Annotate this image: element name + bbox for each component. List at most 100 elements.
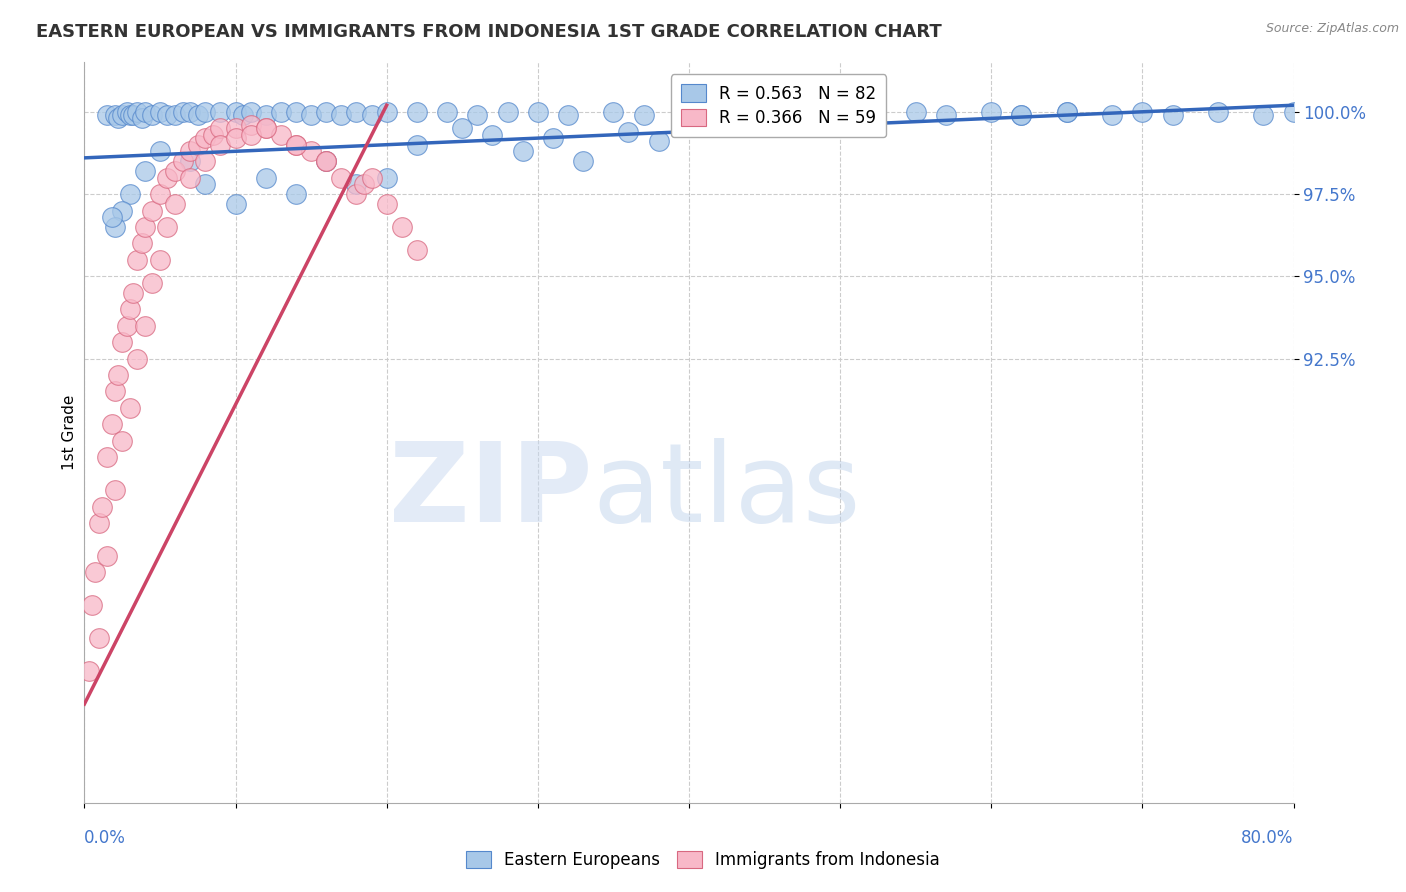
Point xyxy=(149,145,172,159)
Point xyxy=(1101,108,1123,122)
Point xyxy=(127,252,149,267)
Point xyxy=(179,145,201,159)
Point xyxy=(935,108,957,122)
Point xyxy=(156,108,179,122)
Point xyxy=(187,108,209,122)
Text: Source: ZipAtlas.com: Source: ZipAtlas.com xyxy=(1265,22,1399,36)
Point xyxy=(131,112,153,126)
Point xyxy=(1056,104,1078,119)
Point xyxy=(104,483,127,498)
Point xyxy=(156,170,179,185)
Point xyxy=(315,104,337,119)
Point xyxy=(353,177,375,191)
Point xyxy=(209,121,232,136)
Point xyxy=(285,187,308,202)
Point xyxy=(104,108,127,122)
Point xyxy=(557,108,579,122)
Point xyxy=(194,131,217,145)
Point xyxy=(406,243,429,257)
Point xyxy=(904,104,927,119)
Point xyxy=(481,128,503,142)
Point xyxy=(100,417,122,432)
Point xyxy=(239,128,262,142)
Point xyxy=(315,154,337,169)
Point xyxy=(375,197,398,211)
Point xyxy=(179,154,201,169)
Point xyxy=(709,108,731,122)
Point xyxy=(285,137,308,152)
Point xyxy=(149,104,172,119)
Point xyxy=(89,516,111,530)
Point xyxy=(830,104,852,119)
Point xyxy=(254,121,277,136)
Point xyxy=(225,104,247,119)
Point xyxy=(406,137,429,152)
Point xyxy=(648,135,671,149)
Point xyxy=(1206,104,1229,119)
Point xyxy=(285,137,308,152)
Point xyxy=(299,145,322,159)
Point xyxy=(1011,108,1033,122)
Point xyxy=(527,104,550,119)
Point xyxy=(375,170,398,185)
Point xyxy=(254,121,277,136)
Point xyxy=(134,164,156,178)
Point xyxy=(225,121,247,136)
Point xyxy=(165,197,187,211)
Point xyxy=(115,104,138,119)
Point xyxy=(118,401,141,415)
Text: 0.0%: 0.0% xyxy=(84,830,127,847)
Point xyxy=(375,104,398,119)
Point xyxy=(91,500,114,514)
Point xyxy=(107,112,129,126)
Point xyxy=(783,104,806,119)
Point xyxy=(602,104,624,119)
Text: ZIP: ZIP xyxy=(389,438,592,545)
Point xyxy=(209,104,232,119)
Point xyxy=(1132,104,1154,119)
Point xyxy=(512,145,534,159)
Point xyxy=(346,187,368,202)
Point xyxy=(1056,104,1078,119)
Point xyxy=(107,368,129,382)
Point xyxy=(299,108,322,122)
Point xyxy=(134,318,156,333)
Point xyxy=(406,104,429,119)
Text: EASTERN EUROPEAN VS IMMIGRANTS FROM INDONESIA 1ST GRADE CORRELATION CHART: EASTERN EUROPEAN VS IMMIGRANTS FROM INDO… xyxy=(37,23,942,41)
Point xyxy=(209,137,232,152)
Point xyxy=(723,104,745,119)
Point xyxy=(141,276,163,290)
Point xyxy=(360,170,382,185)
Point xyxy=(111,434,134,448)
Point xyxy=(617,124,640,138)
Point xyxy=(134,104,156,119)
Point xyxy=(360,108,382,122)
Legend: R = 0.563   N = 82, R = 0.366   N = 59: R = 0.563 N = 82, R = 0.366 N = 59 xyxy=(671,74,886,137)
Point xyxy=(127,104,149,119)
Point xyxy=(270,104,292,119)
Point xyxy=(572,154,595,169)
Point xyxy=(80,599,103,613)
Point xyxy=(179,104,201,119)
Point xyxy=(254,170,277,185)
Point xyxy=(156,219,179,234)
Point xyxy=(239,118,262,132)
Point xyxy=(194,154,217,169)
Point xyxy=(201,128,224,142)
Point xyxy=(84,566,107,580)
Point xyxy=(330,108,353,122)
Point xyxy=(165,108,187,122)
Point xyxy=(232,108,254,122)
Point xyxy=(89,632,111,646)
Point xyxy=(346,104,368,119)
Point xyxy=(225,131,247,145)
Point xyxy=(225,197,247,211)
Point xyxy=(1253,108,1275,122)
Point xyxy=(1161,108,1184,122)
Point xyxy=(678,104,700,119)
Point xyxy=(172,154,194,169)
Point xyxy=(541,131,564,145)
Point xyxy=(96,549,118,563)
Point xyxy=(633,108,655,122)
Point xyxy=(149,252,172,267)
